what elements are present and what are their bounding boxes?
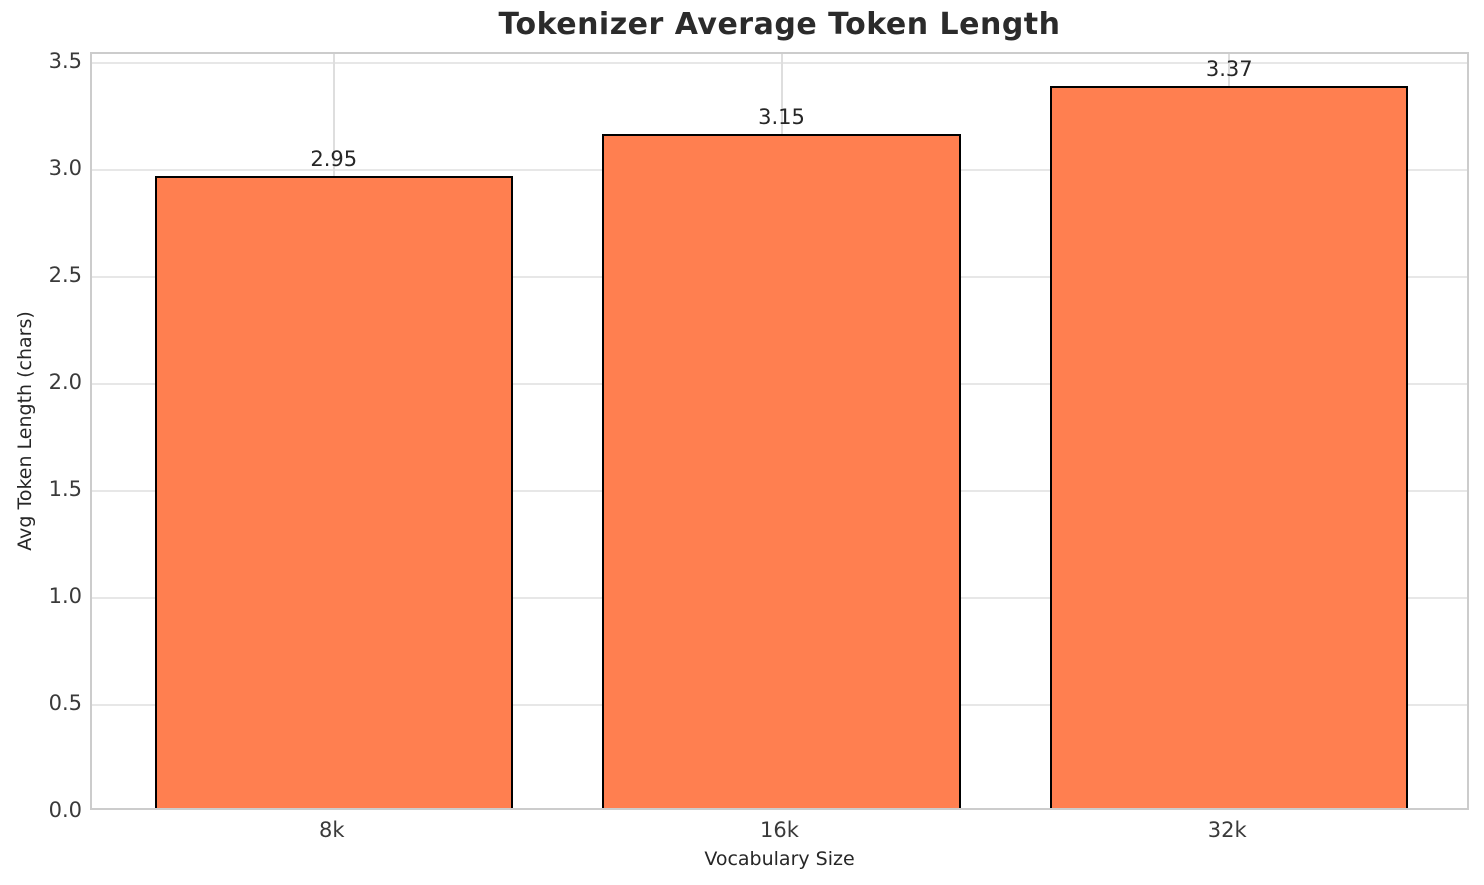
- x-tick-label: 32k: [1207, 818, 1247, 842]
- bar-value-label: 2.95: [310, 147, 358, 172]
- bar-8k: [154, 176, 513, 808]
- y-tick-label: 1.0: [48, 583, 82, 608]
- y-tick-label: 0.5: [48, 690, 82, 715]
- bar-value-label: 3.37: [1205, 57, 1253, 82]
- x-tick-label: 16k: [760, 818, 799, 842]
- plot-area: 2.95 3.15 3.37: [90, 52, 1469, 810]
- bar-32k: [1050, 86, 1409, 808]
- bar-value-label: 3.15: [758, 104, 805, 129]
- chart-title: Tokenizer Average Token Length: [498, 7, 1061, 42]
- x-tick-label: 8k: [319, 818, 345, 842]
- y-gridline: [92, 61, 1467, 64]
- y-tick-label: 2.5: [48, 262, 82, 287]
- y-tick-label: 2.0: [48, 369, 82, 394]
- y-tick-label: 1.5: [48, 476, 82, 501]
- y-tick-label: 3.5: [48, 48, 82, 73]
- x-axis-label: Vocabulary Size: [704, 848, 855, 870]
- y-tick-label: 0.0: [48, 798, 82, 822]
- y-tick-label: 3.0: [48, 155, 82, 180]
- bar-16k: [602, 133, 961, 808]
- y-axis-label: Avg Token Length (chars): [14, 311, 36, 551]
